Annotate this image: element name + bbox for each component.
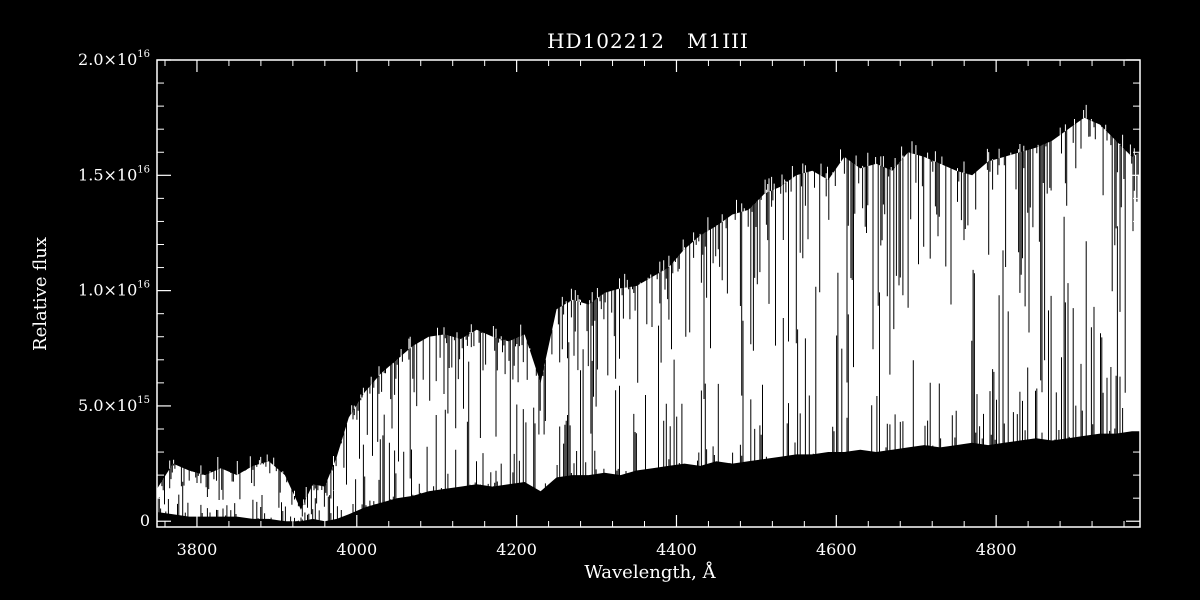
y-tick-label: 5.0×1015 [78,395,150,415]
x-tick-label: 4400 [656,540,697,559]
x-axis-title: Wavelength, Å [584,561,716,583]
y-axis: 0 5.0×1015 1.0×1016 1.5×1016 2.0×1016 [78,49,1140,530]
x-tick-label: 4200 [496,540,537,559]
chart-title: HD102212 M1III [547,29,749,53]
x-tick-label: 4800 [976,540,1017,559]
absorption-lines [157,118,1139,523]
x-tick-label: 4600 [816,540,857,559]
plot-frame [156,59,1141,528]
x-tick-label: 4000 [336,540,377,559]
x-tick-label: 3800 [177,540,218,559]
emission-spikes [169,104,1135,504]
y-tick-label: 1.5×1016 [78,164,150,184]
y-tick-label: 1.0×1016 [78,280,150,300]
y-tick-label: 2.0×1016 [78,49,150,69]
x-axis: 3800 4000 4200 4400 4600 4800 [164,60,1125,559]
y-tick-label: 0 [140,511,150,530]
spectrum-lines [157,104,1139,523]
plot-area [157,104,1140,523]
y-axis-title: Relative flux [30,237,51,351]
